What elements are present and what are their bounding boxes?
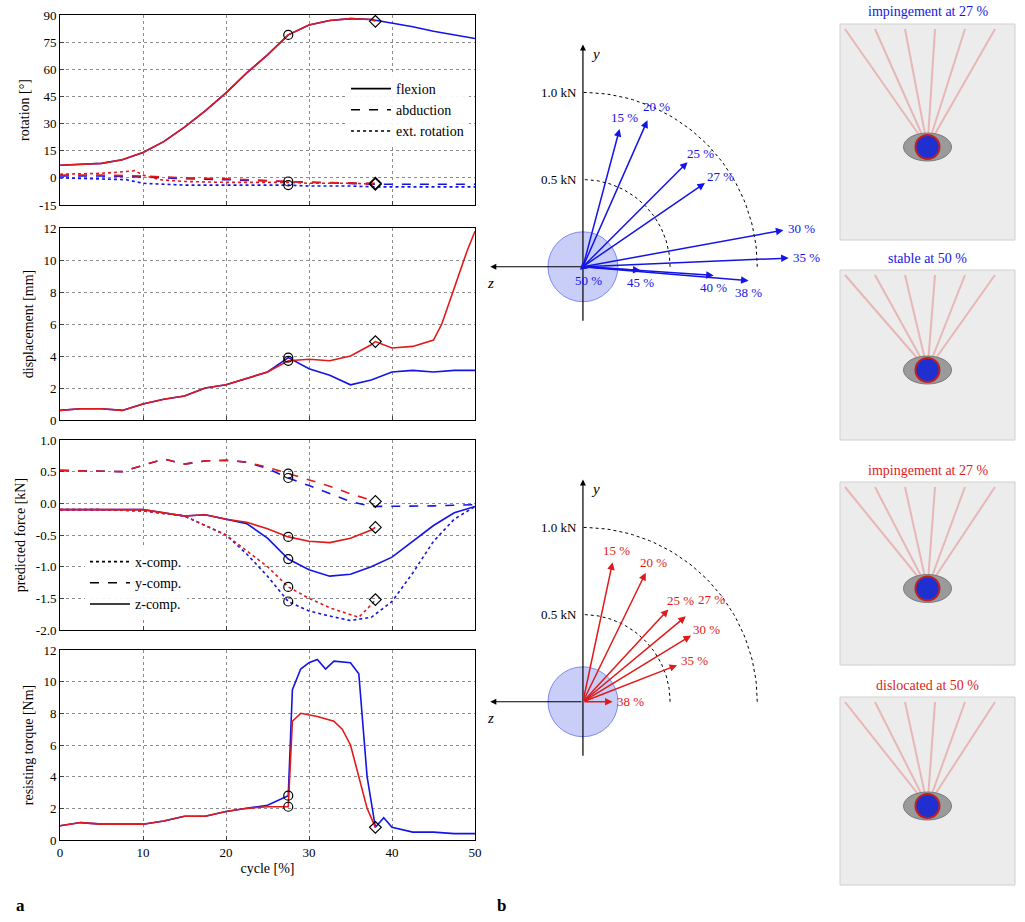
svg-text:15 %: 15 % bbox=[603, 543, 630, 558]
svg-text:0: 0 bbox=[50, 170, 57, 185]
svg-text:-1.0: -1.0 bbox=[36, 559, 57, 574]
svg-text:30 %: 30 % bbox=[693, 622, 720, 637]
svg-text:0: 0 bbox=[57, 845, 64, 860]
svg-text:20 %: 20 % bbox=[640, 555, 667, 570]
svg-text:2: 2 bbox=[50, 381, 57, 396]
svg-text:25 %: 25 % bbox=[687, 146, 714, 161]
svg-text:impingement at 27 %: impingement at 27 % bbox=[868, 463, 988, 478]
svg-text:resisting torque [Nm]: resisting torque [Nm] bbox=[21, 685, 36, 806]
svg-text:displacement [mm]: displacement [mm] bbox=[21, 270, 36, 378]
svg-text:35 %: 35 % bbox=[681, 653, 708, 668]
svg-text:rotation [°]: rotation [°] bbox=[17, 79, 32, 141]
svg-text:15: 15 bbox=[43, 143, 56, 158]
svg-text:0.5 kN: 0.5 kN bbox=[541, 607, 577, 622]
svg-text:2: 2 bbox=[50, 801, 57, 816]
svg-text:0.5: 0.5 bbox=[40, 464, 56, 479]
svg-text:90: 90 bbox=[43, 8, 56, 23]
svg-text:10: 10 bbox=[43, 674, 56, 689]
svg-text:12: 12 bbox=[43, 221, 56, 236]
svg-text:x-comp.: x-comp. bbox=[135, 555, 181, 570]
svg-text:75: 75 bbox=[43, 35, 56, 50]
svg-text:40 %: 40 % bbox=[700, 280, 727, 295]
svg-text:12: 12 bbox=[43, 643, 56, 658]
svg-text:0.0: 0.0 bbox=[40, 496, 56, 511]
svg-text:a: a bbox=[16, 896, 25, 915]
svg-text:45 %: 45 % bbox=[627, 275, 654, 290]
svg-text:30: 30 bbox=[43, 116, 56, 131]
svg-text:1.0: 1.0 bbox=[40, 433, 56, 448]
svg-text:50 %: 50 % bbox=[575, 273, 602, 288]
svg-text:z-comp.: z-comp. bbox=[135, 597, 180, 612]
svg-text:1.0 kN: 1.0 kN bbox=[541, 85, 577, 100]
svg-text:z: z bbox=[487, 710, 494, 726]
svg-text:50: 50 bbox=[469, 845, 482, 860]
svg-text:y: y bbox=[591, 46, 600, 62]
svg-text:20: 20 bbox=[220, 845, 233, 860]
svg-text:b: b bbox=[497, 896, 506, 915]
svg-text:30: 30 bbox=[303, 845, 316, 860]
svg-text:1.0 kN: 1.0 kN bbox=[541, 520, 577, 535]
svg-text:stable at 50 %: stable at 50 % bbox=[888, 251, 967, 266]
svg-text:ext. rotation: ext. rotation bbox=[396, 124, 464, 139]
svg-text:-1.5: -1.5 bbox=[36, 591, 57, 606]
svg-text:y-comp.: y-comp. bbox=[135, 576, 181, 591]
svg-text:30 %: 30 % bbox=[788, 221, 815, 236]
svg-text:8: 8 bbox=[50, 285, 57, 300]
svg-text:-2.0: -2.0 bbox=[36, 623, 57, 638]
svg-text:abduction: abduction bbox=[396, 103, 451, 118]
svg-text:60: 60 bbox=[43, 62, 56, 77]
svg-text:y: y bbox=[591, 481, 600, 497]
svg-text:10: 10 bbox=[137, 845, 150, 860]
svg-text:8: 8 bbox=[50, 706, 57, 721]
svg-text:4: 4 bbox=[50, 769, 57, 784]
svg-text:0: 0 bbox=[50, 833, 57, 848]
svg-text:27 %: 27 % bbox=[698, 592, 725, 607]
svg-text:15 %: 15 % bbox=[611, 110, 638, 125]
svg-text:20 %: 20 % bbox=[643, 99, 670, 114]
svg-text:27 %: 27 % bbox=[707, 169, 734, 184]
svg-text:z: z bbox=[487, 275, 494, 291]
svg-text:0: 0 bbox=[50, 413, 57, 428]
svg-text:6: 6 bbox=[50, 738, 57, 753]
svg-text:-0.5: -0.5 bbox=[36, 528, 57, 543]
svg-text:flexion: flexion bbox=[396, 82, 436, 97]
svg-text:dislocated at 50 %: dislocated at 50 % bbox=[876, 678, 979, 693]
svg-text:38 %: 38 % bbox=[617, 694, 644, 709]
svg-text:-15: -15 bbox=[39, 198, 56, 213]
svg-text:35 %: 35 % bbox=[793, 250, 820, 265]
svg-text:38 %: 38 % bbox=[735, 285, 762, 300]
svg-text:4: 4 bbox=[50, 349, 57, 364]
svg-text:6: 6 bbox=[50, 317, 57, 332]
svg-text:10: 10 bbox=[43, 253, 56, 268]
svg-text:0.5 kN: 0.5 kN bbox=[541, 172, 577, 187]
svg-text:cycle [%]: cycle [%] bbox=[240, 861, 294, 876]
svg-text:25 %: 25 % bbox=[667, 593, 694, 608]
svg-text:45: 45 bbox=[43, 89, 56, 104]
svg-text:predicted force [kN]: predicted force [kN] bbox=[13, 478, 28, 592]
svg-text:40: 40 bbox=[386, 845, 399, 860]
svg-text:impingement at 27 %: impingement at 27 % bbox=[868, 4, 988, 19]
